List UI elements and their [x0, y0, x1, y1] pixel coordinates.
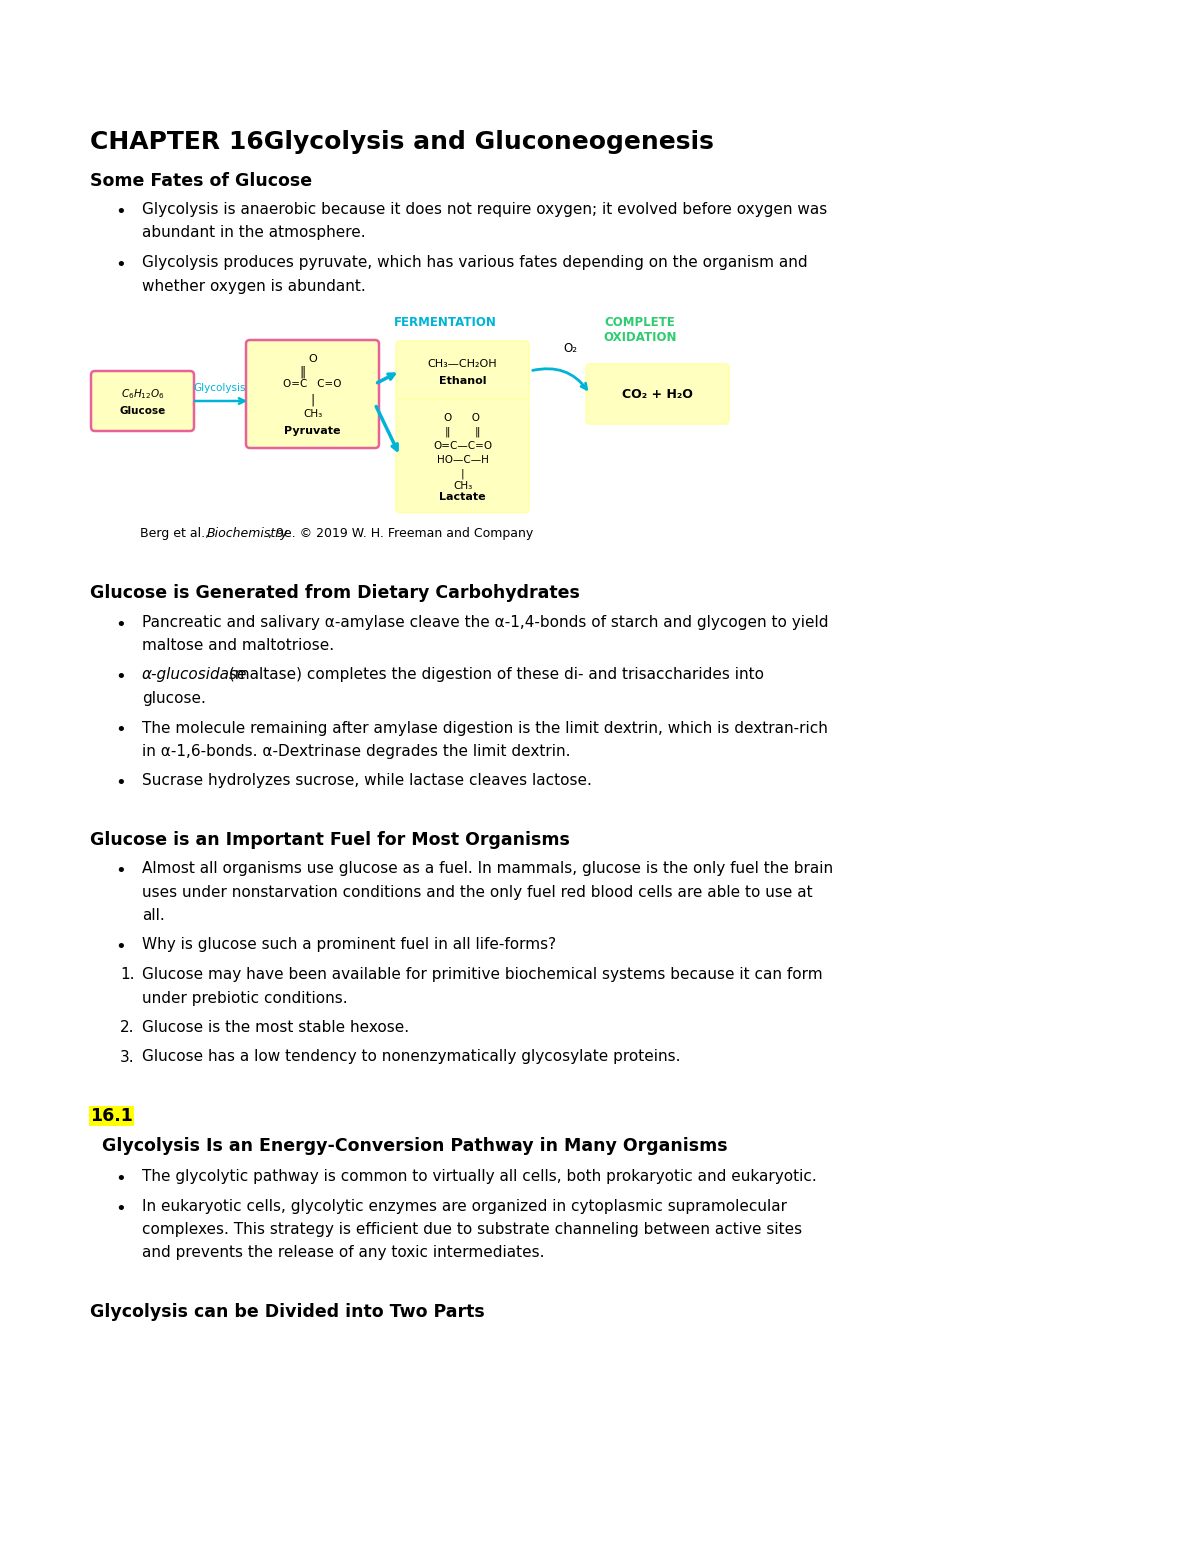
Text: The molecule remaining after amylase digestion is the limit dextrin, which is de: The molecule remaining after amylase dig…	[142, 721, 828, 736]
Text: Berg et al.,: Berg et al.,	[140, 526, 214, 539]
Text: (maltase) completes the digestion of these di- and trisaccharides into: (maltase) completes the digestion of the…	[224, 668, 764, 682]
Text: glucose.: glucose.	[142, 691, 206, 707]
Text: under prebiotic conditions.: under prebiotic conditions.	[142, 991, 348, 1005]
FancyBboxPatch shape	[91, 371, 194, 432]
Text: $C_6H_{12}O_6$: $C_6H_{12}O_6$	[121, 387, 164, 401]
Text: •: •	[115, 722, 126, 739]
Text: CH₃: CH₃	[452, 481, 472, 491]
Text: •: •	[115, 615, 126, 634]
Text: 2.: 2.	[120, 1020, 134, 1034]
Text: ‖: ‖	[445, 427, 450, 438]
Text: O: O	[308, 354, 317, 363]
Text: in α-1,6-bonds. α-Dextrinase degrades the limit dextrin.: in α-1,6-bonds. α-Dextrinase degrades th…	[142, 744, 570, 759]
Text: ‖: ‖	[299, 365, 306, 379]
Text: complexes. This strategy is efficient due to substrate channeling between active: complexes. This strategy is efficient du…	[142, 1222, 802, 1238]
Text: Glucose has a low tendency to nonenzymatically glycosylate proteins.: Glucose has a low tendency to nonenzymat…	[142, 1050, 680, 1064]
Text: CH₃: CH₃	[302, 408, 322, 419]
Text: Glycolysis Is an Energy-Conversion Pathway in Many Organisms: Glycolysis Is an Energy-Conversion Pathw…	[102, 1137, 727, 1155]
Text: •: •	[115, 1169, 126, 1188]
Text: O=C—C=O: O=C—C=O	[433, 441, 492, 450]
Text: COMPLETE
OXIDATION: COMPLETE OXIDATION	[604, 315, 677, 345]
Text: FERMENTATION: FERMENTATION	[394, 315, 497, 329]
Text: •: •	[115, 938, 126, 957]
Text: •: •	[115, 203, 126, 221]
Text: |: |	[461, 469, 464, 480]
Text: O=C   C=O: O=C C=O	[283, 379, 342, 388]
Text: CH₃—CH₂OH: CH₃—CH₂OH	[427, 359, 497, 370]
Text: The glycolytic pathway is common to virtually all cells, both prokaryotic and eu: The glycolytic pathway is common to virt…	[142, 1169, 817, 1183]
Text: Pyruvate: Pyruvate	[284, 426, 341, 436]
Text: Glycolysis produces pyruvate, which has various fates depending on the organism : Glycolysis produces pyruvate, which has …	[142, 255, 808, 270]
Text: •: •	[115, 862, 126, 881]
Text: ‖: ‖	[475, 427, 480, 438]
Text: Why is glucose such a prominent fuel in all life-forms?: Why is glucose such a prominent fuel in …	[142, 938, 556, 952]
Text: |: |	[311, 393, 314, 407]
Text: Glucose is an Important Fuel for Most Organisms: Glucose is an Important Fuel for Most Or…	[90, 831, 570, 849]
Text: •: •	[115, 668, 126, 686]
Text: Glucose is the most stable hexose.: Glucose is the most stable hexose.	[142, 1020, 409, 1034]
Text: O      O: O O	[444, 413, 480, 422]
Text: Pancreatic and salivary α-amylase cleave the α-1,4-bonds of starch and glycogen : Pancreatic and salivary α-amylase cleave…	[142, 615, 828, 629]
Text: •: •	[115, 256, 126, 273]
Text: Biochemistry: Biochemistry	[206, 526, 288, 539]
Text: all.: all.	[142, 909, 164, 922]
Text: uses under nonstarvation conditions and the only fuel red blood cells are able t: uses under nonstarvation conditions and …	[142, 885, 812, 899]
Text: , 9e. © 2019 W. H. Freeman and Company: , 9e. © 2019 W. H. Freeman and Company	[268, 526, 533, 539]
Text: CHAPTER 16Glycolysis and Gluconeogenesis: CHAPTER 16Glycolysis and Gluconeogenesis	[90, 130, 714, 154]
Text: Glucose: Glucose	[119, 405, 166, 416]
Text: Almost all organisms use glucose as a fuel. In mammals, glucose is the only fuel: Almost all organisms use glucose as a fu…	[142, 860, 833, 876]
Text: •: •	[115, 1199, 126, 1218]
FancyBboxPatch shape	[586, 363, 730, 424]
Text: Glucose is Generated from Dietary Carbohydrates: Glucose is Generated from Dietary Carboh…	[90, 584, 580, 603]
Text: Glucose may have been available for primitive biochemical systems because it can: Glucose may have been available for prim…	[142, 968, 823, 981]
Text: Glycolysis is anaerobic because it does not require oxygen; it evolved before ox: Glycolysis is anaerobic because it does …	[142, 202, 827, 217]
Text: In eukaryotic cells, glycolytic enzymes are organized in cytoplasmic supramolecu: In eukaryotic cells, glycolytic enzymes …	[142, 1199, 787, 1213]
Text: maltose and maltotriose.: maltose and maltotriose.	[142, 638, 334, 652]
Text: 3.: 3.	[120, 1050, 134, 1064]
Text: •: •	[115, 775, 126, 792]
Text: and prevents the release of any toxic intermediates.: and prevents the release of any toxic in…	[142, 1246, 545, 1261]
Text: 16.1: 16.1	[90, 1107, 133, 1124]
FancyBboxPatch shape	[396, 342, 529, 401]
Text: whether oxygen is abundant.: whether oxygen is abundant.	[142, 278, 366, 294]
Text: α-glucosidase: α-glucosidase	[142, 668, 247, 682]
Text: abundant in the atmosphere.: abundant in the atmosphere.	[142, 225, 366, 241]
Text: Glycolysis: Glycolysis	[193, 384, 246, 393]
FancyBboxPatch shape	[246, 340, 379, 447]
FancyBboxPatch shape	[396, 399, 529, 512]
Text: Ethanol: Ethanol	[439, 376, 486, 387]
Text: Glycolysis can be Divided into Two Parts: Glycolysis can be Divided into Two Parts	[90, 1303, 485, 1322]
Text: Lactate: Lactate	[439, 491, 486, 502]
Text: Some Fates of Glucose: Some Fates of Glucose	[90, 172, 312, 189]
Text: 1.: 1.	[120, 968, 134, 981]
Text: Sucrase hydrolyzes sucrose, while lactase cleaves lactose.: Sucrase hydrolyzes sucrose, while lactas…	[142, 773, 592, 789]
Text: HO—C—H: HO—C—H	[437, 455, 488, 464]
Text: CO₂ + H₂O: CO₂ + H₂O	[622, 388, 692, 401]
Text: O₂: O₂	[563, 343, 577, 356]
